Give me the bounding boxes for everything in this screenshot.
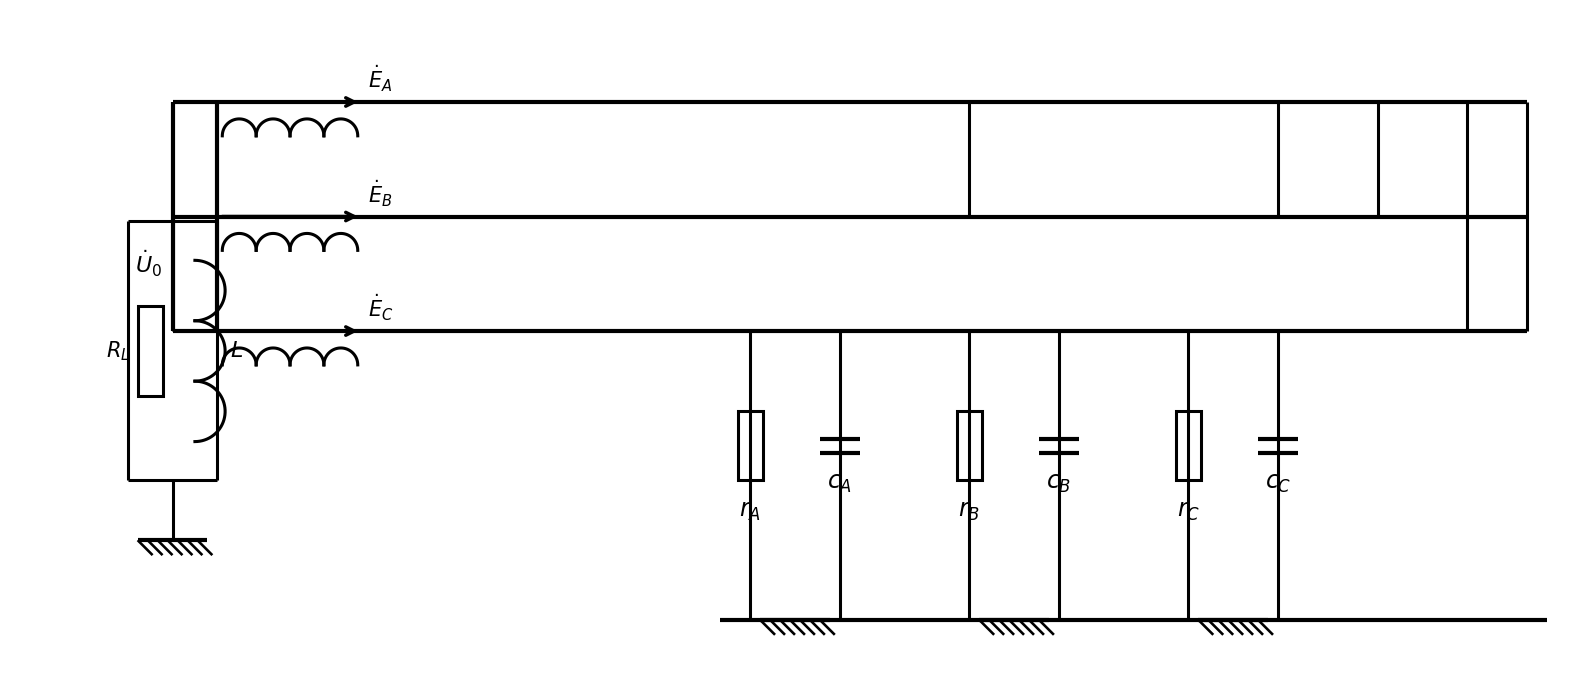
Text: $\dot{E}_A$: $\dot{E}_A$ [367,63,392,94]
Text: $r_A$: $r_A$ [739,501,761,523]
Text: $\dot{U}_0$: $\dot{U}_0$ [135,249,163,279]
Text: $R_L$: $R_L$ [105,339,130,363]
Text: $L$: $L$ [231,340,243,362]
Text: $c_A$: $c_A$ [827,473,853,496]
Text: $\dot{E}_C$: $\dot{E}_C$ [367,293,392,323]
Text: $c_B$: $c_B$ [1046,473,1072,496]
Text: $r_C$: $r_C$ [1178,501,1199,523]
Bar [1176,411,1201,480]
Bar [956,411,981,480]
Text: $r_B$: $r_B$ [958,501,980,523]
Text: $\dot{E}_B$: $\dot{E}_B$ [367,178,392,208]
Bar [138,306,163,396]
Text: $c_C$: $c_C$ [1265,473,1291,496]
Bar [738,411,763,480]
